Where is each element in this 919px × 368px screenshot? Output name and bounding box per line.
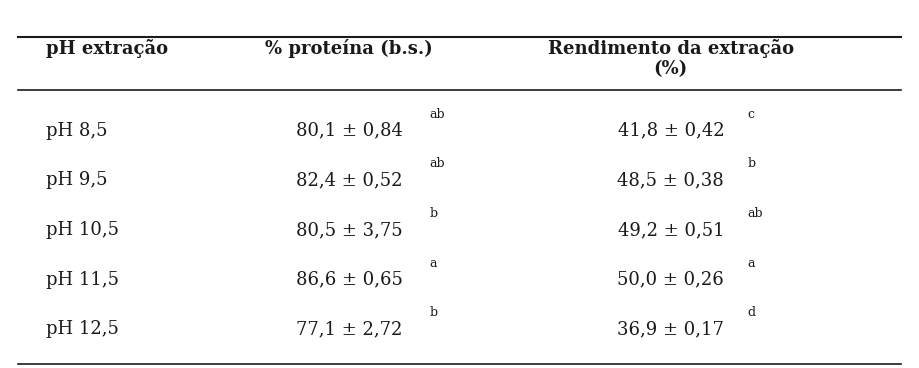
Text: pH 8,5: pH 8,5 bbox=[46, 122, 108, 139]
Text: 48,5 ± 0,38: 48,5 ± 0,38 bbox=[618, 171, 724, 189]
Text: 77,1 ± 2,72: 77,1 ± 2,72 bbox=[296, 321, 403, 338]
Text: ab: ab bbox=[747, 207, 763, 220]
Text: ab: ab bbox=[429, 157, 445, 170]
Text: pH 9,5: pH 9,5 bbox=[46, 171, 108, 189]
Text: pH 10,5: pH 10,5 bbox=[46, 221, 119, 239]
Text: pH extração: pH extração bbox=[46, 39, 168, 58]
Text: b: b bbox=[429, 207, 437, 220]
Text: 80,5 ± 3,75: 80,5 ± 3,75 bbox=[296, 221, 403, 239]
Text: 86,6 ± 0,65: 86,6 ± 0,65 bbox=[296, 271, 403, 289]
Text: b: b bbox=[747, 157, 755, 170]
Text: pH 11,5: pH 11,5 bbox=[46, 271, 119, 289]
Text: a: a bbox=[429, 256, 437, 270]
Text: % proteína (b.s.): % proteína (b.s.) bbox=[266, 39, 433, 58]
Text: 80,1 ± 0,84: 80,1 ± 0,84 bbox=[296, 122, 403, 139]
Text: b: b bbox=[429, 306, 437, 319]
Text: ab: ab bbox=[429, 107, 445, 121]
Text: 82,4 ± 0,52: 82,4 ± 0,52 bbox=[296, 171, 403, 189]
Text: pH 12,5: pH 12,5 bbox=[46, 321, 119, 338]
Text: 50,0 ± 0,26: 50,0 ± 0,26 bbox=[618, 271, 724, 289]
Text: 36,9 ± 0,17: 36,9 ± 0,17 bbox=[618, 321, 724, 338]
Text: 49,2 ± 0,51: 49,2 ± 0,51 bbox=[618, 221, 724, 239]
Text: a: a bbox=[747, 256, 754, 270]
Text: c: c bbox=[747, 107, 754, 121]
Text: d: d bbox=[747, 306, 755, 319]
Text: Rendimento da extração
(%): Rendimento da extração (%) bbox=[548, 39, 794, 78]
Text: 41,8 ± 0,42: 41,8 ± 0,42 bbox=[618, 122, 724, 139]
